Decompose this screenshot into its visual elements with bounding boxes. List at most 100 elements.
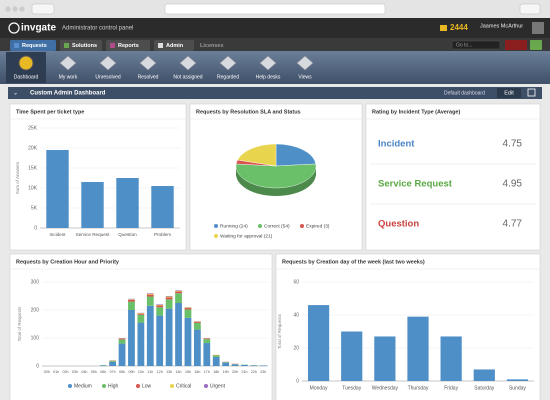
bar-segment (212, 357, 220, 366)
tab[interactable] (60, 40, 102, 51)
legend-label: Medium (74, 383, 92, 389)
toolbar-label[interactable]: Help desks (256, 74, 281, 80)
bar-segment (137, 313, 145, 315)
url-bar[interactable] (164, 3, 386, 15)
x-tick-label: Incident (49, 232, 66, 237)
bar-segment (175, 291, 182, 294)
bar-segment (109, 360, 117, 362)
x-tick-label: Friday (444, 385, 458, 391)
tab[interactable] (106, 40, 150, 51)
alerts-button[interactable] (505, 40, 527, 50)
y-tick-label: 20K (28, 145, 38, 151)
nav-buttons[interactable] (31, 3, 55, 15)
x-tick-label: 11h (147, 370, 153, 374)
add-button[interactable] (530, 40, 542, 50)
toolbar-label[interactable]: My work (59, 74, 78, 80)
x-tick-label: 22h (251, 370, 257, 374)
y-tick-label: 5K (31, 205, 38, 211)
window-button[interactable] (5, 6, 11, 12)
legend-swatch (204, 384, 208, 388)
bar (473, 369, 495, 381)
widget-title: Time Spent per ticket type (16, 109, 84, 115)
expand-icon[interactable] (527, 88, 536, 97)
edit-button[interactable] (497, 88, 521, 98)
y-tick-label: 300 (31, 279, 40, 285)
toolbar-label[interactable]: Not assigned (173, 74, 202, 80)
legend-label: Expired (3) (306, 223, 330, 229)
tab-label[interactable]: Licenses (200, 43, 224, 49)
bar-segment (156, 307, 164, 316)
toolbar-label[interactable]: Views (298, 74, 312, 80)
toolbar-icon[interactable] (18, 55, 34, 71)
bar-segment (156, 304, 164, 306)
toolbar-icon[interactable] (59, 55, 77, 71)
window-button[interactable] (12, 6, 18, 12)
legend-swatch (214, 234, 218, 238)
bar-segment (203, 339, 211, 344)
toolbar-label[interactable]: Dashboard (14, 74, 39, 80)
x-tick-label: Saturday (474, 385, 495, 391)
user-name[interactable]: Jaames McArthur (480, 23, 523, 29)
legend-swatch (68, 384, 72, 388)
search-box[interactable] (451, 40, 501, 50)
x-tick-label: 15h (185, 370, 191, 374)
bar-segment (193, 321, 201, 323)
toolbar-icon[interactable] (139, 55, 157, 71)
toolbar-icon[interactable] (179, 55, 197, 71)
x-tick-label: 21h (241, 370, 247, 374)
bar-segment (250, 365, 258, 366)
bar-segment (184, 309, 192, 318)
y-axis-label: Total of Requests (277, 313, 282, 349)
x-tick-label: 05h (91, 370, 97, 374)
bar-segment (184, 307, 192, 309)
bar-segment (165, 296, 173, 297)
rating-value: 4.95 (503, 179, 523, 190)
collapse-icon[interactable]: ⌄ (13, 91, 18, 97)
y-tick-label: 10K (28, 185, 38, 191)
bar-segment (259, 365, 267, 366)
pie-slice (275, 143, 317, 167)
x-tick-label: Sunday (509, 385, 526, 391)
x-tick-label: Tuesday (342, 385, 361, 391)
legend-swatch (300, 224, 304, 228)
bar (116, 178, 139, 228)
bar-segment (222, 362, 230, 366)
bar-segment (146, 296, 154, 306)
bar-segment (128, 299, 135, 302)
toolbar-icon[interactable] (99, 55, 117, 71)
legend-label: Running (24) (220, 223, 248, 229)
dashboard-selector[interactable]: Default dashboard (444, 90, 485, 96)
tab-icon (158, 43, 163, 48)
widget-title: Requests by Resolution SLA and Status (196, 109, 301, 115)
dashboard-bar (8, 87, 542, 99)
logo: invgate (21, 23, 56, 34)
widget-title: Requests by Creation Hour and Priority (16, 259, 120, 265)
toolbar-icon[interactable] (259, 55, 277, 71)
toolbar-label[interactable]: Regarded (217, 74, 239, 80)
app-subtitle: Administrator control panel (62, 26, 133, 32)
bar (151, 186, 174, 228)
rating-value: 4.77 (503, 219, 523, 230)
toolbar-icon[interactable] (296, 55, 314, 71)
bar-segment (203, 338, 211, 340)
pie-slice (237, 143, 277, 167)
tab[interactable] (154, 40, 194, 51)
x-tick-label: 12h (157, 370, 163, 374)
search-placeholder: Go to... (456, 42, 472, 48)
x-tick-label: 09h (128, 370, 134, 374)
avatar[interactable] (532, 22, 544, 34)
bar (81, 182, 104, 228)
browser-menu[interactable] (519, 3, 541, 15)
toolbar-label[interactable]: Resolved (138, 74, 159, 80)
bar-segment (99, 365, 107, 366)
toolbar-label[interactable]: Unresolved (95, 74, 121, 80)
window-button[interactable] (19, 6, 25, 12)
toolbar-icon[interactable] (219, 55, 237, 71)
tab[interactable] (10, 40, 56, 51)
bar-segment (156, 305, 164, 308)
bar-segment (203, 343, 211, 366)
widget-title: Requests by Creation day of the week (la… (282, 259, 425, 265)
bar (341, 331, 363, 381)
